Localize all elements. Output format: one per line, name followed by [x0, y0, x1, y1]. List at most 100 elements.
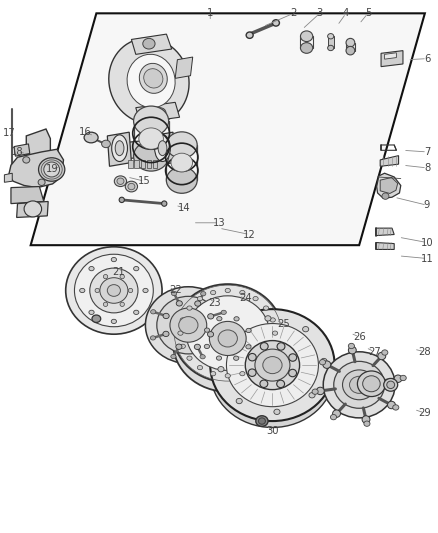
- Ellipse shape: [145, 287, 231, 364]
- Ellipse shape: [115, 141, 124, 156]
- Ellipse shape: [195, 301, 201, 306]
- Ellipse shape: [151, 310, 156, 314]
- Ellipse shape: [95, 288, 99, 293]
- Text: 8: 8: [424, 163, 430, 173]
- Ellipse shape: [134, 310, 139, 314]
- Ellipse shape: [166, 132, 197, 158]
- Text: 5: 5: [365, 9, 371, 18]
- Ellipse shape: [265, 316, 271, 321]
- Ellipse shape: [364, 421, 370, 426]
- Ellipse shape: [114, 176, 127, 187]
- Ellipse shape: [170, 308, 207, 342]
- Ellipse shape: [208, 314, 214, 319]
- Polygon shape: [17, 201, 48, 217]
- Ellipse shape: [225, 288, 230, 293]
- Ellipse shape: [120, 302, 124, 306]
- Ellipse shape: [204, 344, 209, 349]
- Polygon shape: [385, 53, 396, 59]
- Text: 16: 16: [79, 127, 92, 137]
- Ellipse shape: [66, 247, 162, 334]
- Ellipse shape: [199, 313, 256, 364]
- Ellipse shape: [180, 344, 185, 349]
- Text: 6: 6: [424, 54, 430, 63]
- Ellipse shape: [117, 178, 124, 184]
- Ellipse shape: [120, 274, 124, 279]
- Ellipse shape: [208, 332, 214, 337]
- Ellipse shape: [346, 46, 355, 55]
- Ellipse shape: [277, 380, 285, 387]
- Ellipse shape: [139, 128, 163, 149]
- Ellipse shape: [134, 266, 139, 271]
- Ellipse shape: [323, 361, 331, 368]
- Polygon shape: [9, 149, 64, 188]
- Ellipse shape: [321, 358, 327, 364]
- Text: 24: 24: [239, 294, 251, 303]
- Ellipse shape: [74, 254, 153, 327]
- Ellipse shape: [102, 140, 110, 148]
- Ellipse shape: [143, 38, 155, 49]
- Ellipse shape: [198, 366, 203, 370]
- Ellipse shape: [246, 328, 251, 333]
- Ellipse shape: [92, 315, 101, 322]
- Text: 12: 12: [243, 230, 256, 239]
- Polygon shape: [107, 132, 131, 166]
- Polygon shape: [376, 228, 394, 236]
- Ellipse shape: [194, 344, 201, 350]
- Ellipse shape: [200, 354, 205, 359]
- Ellipse shape: [348, 343, 354, 349]
- Ellipse shape: [23, 157, 30, 163]
- Ellipse shape: [162, 201, 167, 206]
- Ellipse shape: [90, 268, 138, 313]
- Text: 7: 7: [424, 147, 430, 157]
- Ellipse shape: [179, 317, 198, 334]
- Ellipse shape: [328, 34, 334, 39]
- Ellipse shape: [84, 132, 98, 143]
- Ellipse shape: [334, 361, 385, 408]
- Polygon shape: [112, 139, 166, 160]
- Ellipse shape: [39, 158, 65, 181]
- Ellipse shape: [346, 38, 355, 47]
- Ellipse shape: [89, 310, 94, 314]
- Ellipse shape: [233, 356, 239, 360]
- Ellipse shape: [277, 343, 285, 350]
- Ellipse shape: [394, 375, 402, 383]
- Ellipse shape: [245, 341, 300, 390]
- Ellipse shape: [248, 369, 256, 376]
- Text: 21: 21: [112, 267, 125, 277]
- Ellipse shape: [246, 345, 251, 349]
- Text: 11: 11: [420, 254, 434, 263]
- Ellipse shape: [166, 167, 197, 193]
- Ellipse shape: [107, 285, 120, 296]
- Ellipse shape: [258, 418, 265, 424]
- Ellipse shape: [103, 274, 108, 279]
- Ellipse shape: [274, 409, 280, 415]
- Ellipse shape: [246, 32, 253, 38]
- Polygon shape: [131, 34, 172, 54]
- Ellipse shape: [209, 321, 246, 356]
- Ellipse shape: [103, 302, 108, 306]
- Text: 2: 2: [290, 9, 297, 18]
- Ellipse shape: [272, 331, 278, 335]
- Ellipse shape: [225, 374, 230, 378]
- Ellipse shape: [236, 398, 242, 403]
- Ellipse shape: [210, 316, 335, 427]
- Text: 23: 23: [208, 298, 221, 308]
- Polygon shape: [147, 160, 151, 168]
- Ellipse shape: [128, 288, 133, 293]
- Ellipse shape: [388, 401, 396, 409]
- Ellipse shape: [350, 376, 369, 393]
- Text: 28: 28: [419, 347, 431, 357]
- Ellipse shape: [187, 356, 192, 360]
- Ellipse shape: [330, 415, 336, 420]
- Ellipse shape: [300, 31, 313, 42]
- Ellipse shape: [163, 331, 169, 336]
- Ellipse shape: [230, 332, 236, 337]
- Polygon shape: [141, 160, 145, 168]
- Ellipse shape: [112, 135, 127, 161]
- Polygon shape: [136, 102, 180, 123]
- Ellipse shape: [211, 290, 216, 295]
- Ellipse shape: [289, 354, 297, 361]
- Ellipse shape: [109, 38, 189, 124]
- Text: 10: 10: [421, 238, 433, 247]
- Ellipse shape: [210, 309, 335, 421]
